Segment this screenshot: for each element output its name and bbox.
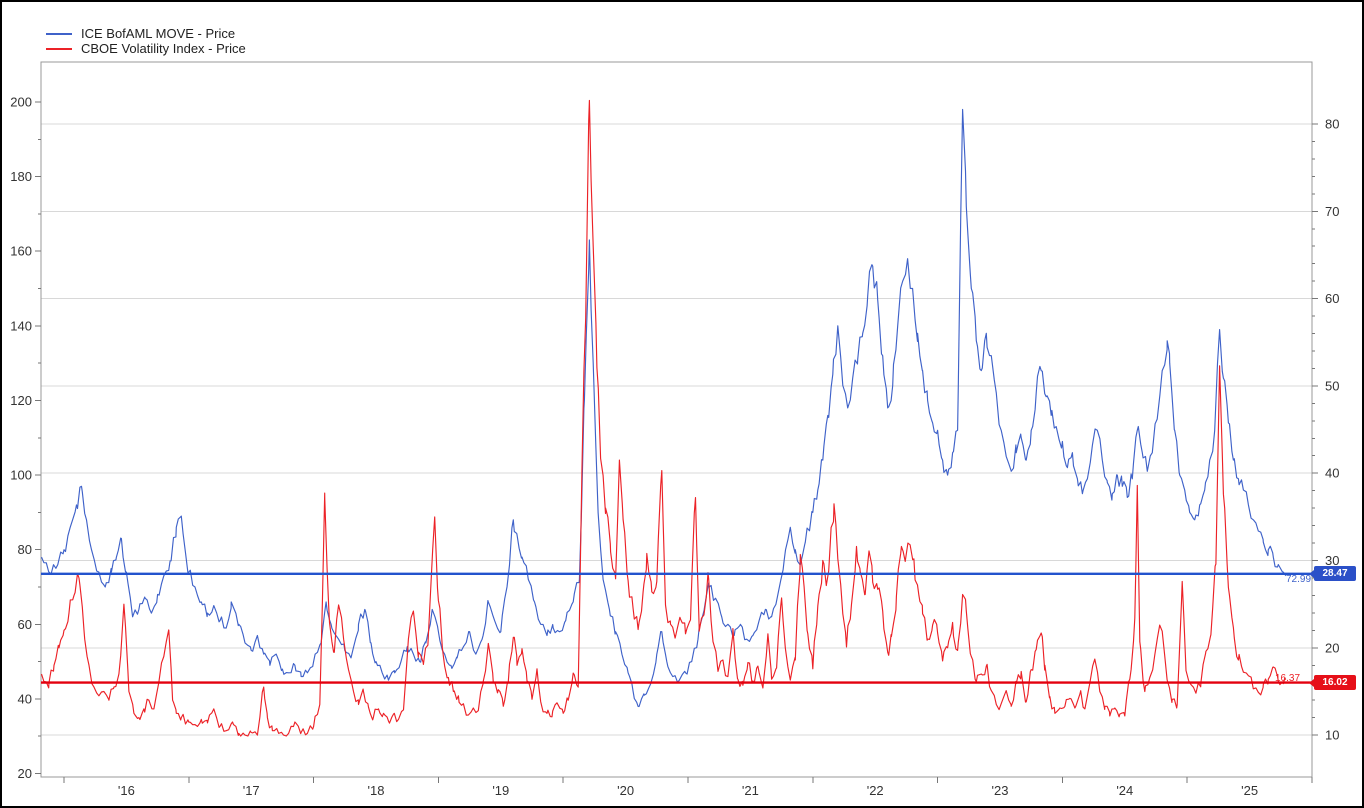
- x-axis-year-label: '25: [1241, 783, 1258, 798]
- left-axis-tick-label: 20: [18, 766, 32, 781]
- x-axis-year-label: '21: [742, 783, 759, 798]
- left-axis-tick-label: 160: [10, 244, 32, 259]
- move-line-swatch-icon: [46, 32, 72, 35]
- vix-series-line: [41, 99, 1287, 737]
- x-axis-year-label: '17: [243, 783, 260, 798]
- vix-line-swatch-icon: [46, 47, 72, 50]
- right-axis-tick-label: 40: [1325, 466, 1339, 481]
- left-axis-tick-label: 100: [10, 468, 32, 483]
- left-axis-tick-label: 60: [18, 617, 32, 632]
- x-axis-year-label: '20: [617, 783, 634, 798]
- legend-item-vix: CBOE Volatility Index - Price: [46, 41, 246, 56]
- series-lines: [41, 99, 1287, 737]
- red-reference-badge: 16.02: [1309, 675, 1356, 690]
- gridlines: [41, 123, 1312, 736]
- vix-last-value-label: 16.37: [1275, 673, 1301, 684]
- blue-reference-badge: 28.47: [1309, 566, 1356, 581]
- plot-border: [40, 61, 1313, 778]
- right-axis-tick-label: 10: [1325, 728, 1339, 743]
- right-axis-tick-label: 60: [1325, 291, 1339, 306]
- legend: ICE BofAML MOVE - Price CBOE Volatility …: [46, 26, 246, 56]
- x-axis-year-label: '19: [492, 783, 509, 798]
- legend-label-move: ICE BofAML MOVE - Price: [81, 26, 236, 41]
- legend-label-vix: CBOE Volatility Index - Price: [81, 41, 246, 56]
- x-axis-year-label: '22: [867, 783, 884, 798]
- x-axis-year-label: '18: [368, 783, 385, 798]
- axis-labels: 20 40 60 80 100 120 140 160 180 200 10 20 30 40 50 60 70…: [10, 95, 1339, 799]
- legend-item-move: ICE BofAML MOVE - Price: [46, 26, 246, 41]
- x-axis-year-label: '24: [1116, 783, 1133, 798]
- right-axis-tick-label: 50: [1325, 378, 1339, 393]
- left-axis-tick-label: 80: [18, 542, 32, 557]
- right-axis-tick-label: 20: [1325, 640, 1339, 655]
- left-axis-tick-label: 180: [10, 169, 32, 184]
- right-axis-tick-label: 80: [1325, 117, 1339, 132]
- x-axis-year-label: '16: [118, 783, 135, 798]
- move-series-line: [41, 108, 1287, 708]
- axis-ticks: [35, 101, 1318, 783]
- left-axis-tick-label: 40: [18, 691, 32, 706]
- left-axis-tick-label: 140: [10, 318, 32, 333]
- x-axis-year-label: '23: [992, 783, 1009, 798]
- right-axis-tick-label: 30: [1325, 553, 1339, 568]
- left-axis-tick-label: 120: [10, 393, 32, 408]
- right-axis-tick-label: 70: [1325, 204, 1339, 219]
- left-axis-tick-label: 200: [10, 95, 32, 110]
- plot-area[interactable]: [41, 62, 1312, 777]
- move-last-value-label: 72.99: [1286, 574, 1312, 585]
